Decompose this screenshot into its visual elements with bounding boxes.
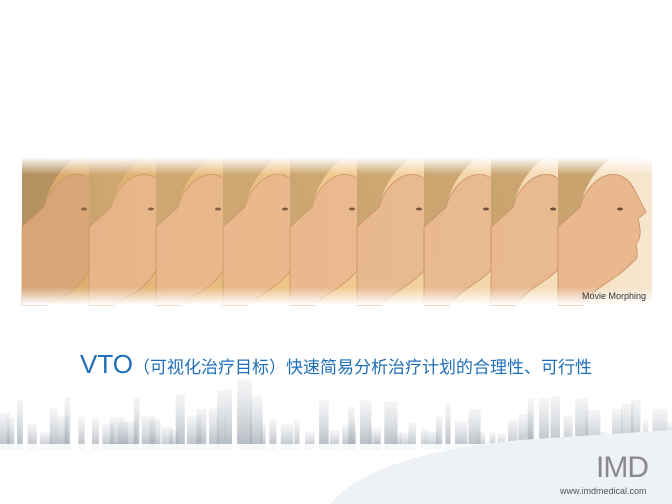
building [391,432,402,450]
building [527,399,534,450]
building [64,397,71,450]
building [319,400,329,450]
building [49,408,58,450]
building [436,415,443,450]
building [329,430,340,450]
building [550,396,560,450]
building [0,412,10,450]
building [374,434,380,450]
building [175,394,185,450]
building [426,431,439,450]
building [631,399,641,450]
building [6,417,15,450]
building [455,421,468,450]
building [17,399,23,450]
building [445,404,451,450]
headline: VTO（可视化治疗目标）快速简易分析治疗计划的合理性、可行性 [0,349,672,380]
building [269,419,277,450]
building [348,406,355,450]
building [161,426,173,450]
headline-lead: VTO [80,349,133,379]
logo-brand: IMD [596,451,649,484]
strip-fade [22,157,652,305]
building [399,432,410,450]
building [133,398,140,450]
building [539,398,549,450]
building [57,415,68,450]
building [476,431,486,450]
building [92,418,99,450]
building [497,433,506,450]
building [280,424,294,450]
building [196,408,207,450]
headline-rest: （可视化治疗目标）快速简易分析治疗计划的合理性、可行性 [132,358,592,378]
building [149,418,161,450]
image-caption: Movie Morphing [581,291,646,301]
building [563,415,573,450]
logo-url: www.imdmedical.com [560,486,647,496]
building [209,408,219,450]
building [39,431,52,450]
building [611,408,623,450]
building [237,379,252,450]
building [420,428,428,450]
building [217,390,225,450]
building [78,417,85,450]
building [27,423,37,450]
building [489,432,496,450]
building [260,422,266,450]
building [294,420,300,450]
building [117,421,129,450]
building [250,396,263,450]
building [102,423,115,450]
building [359,400,372,450]
building [408,423,416,450]
building [508,419,518,450]
building [305,431,315,450]
road-swoosh [330,430,672,504]
building [224,389,232,450]
building [169,429,179,450]
